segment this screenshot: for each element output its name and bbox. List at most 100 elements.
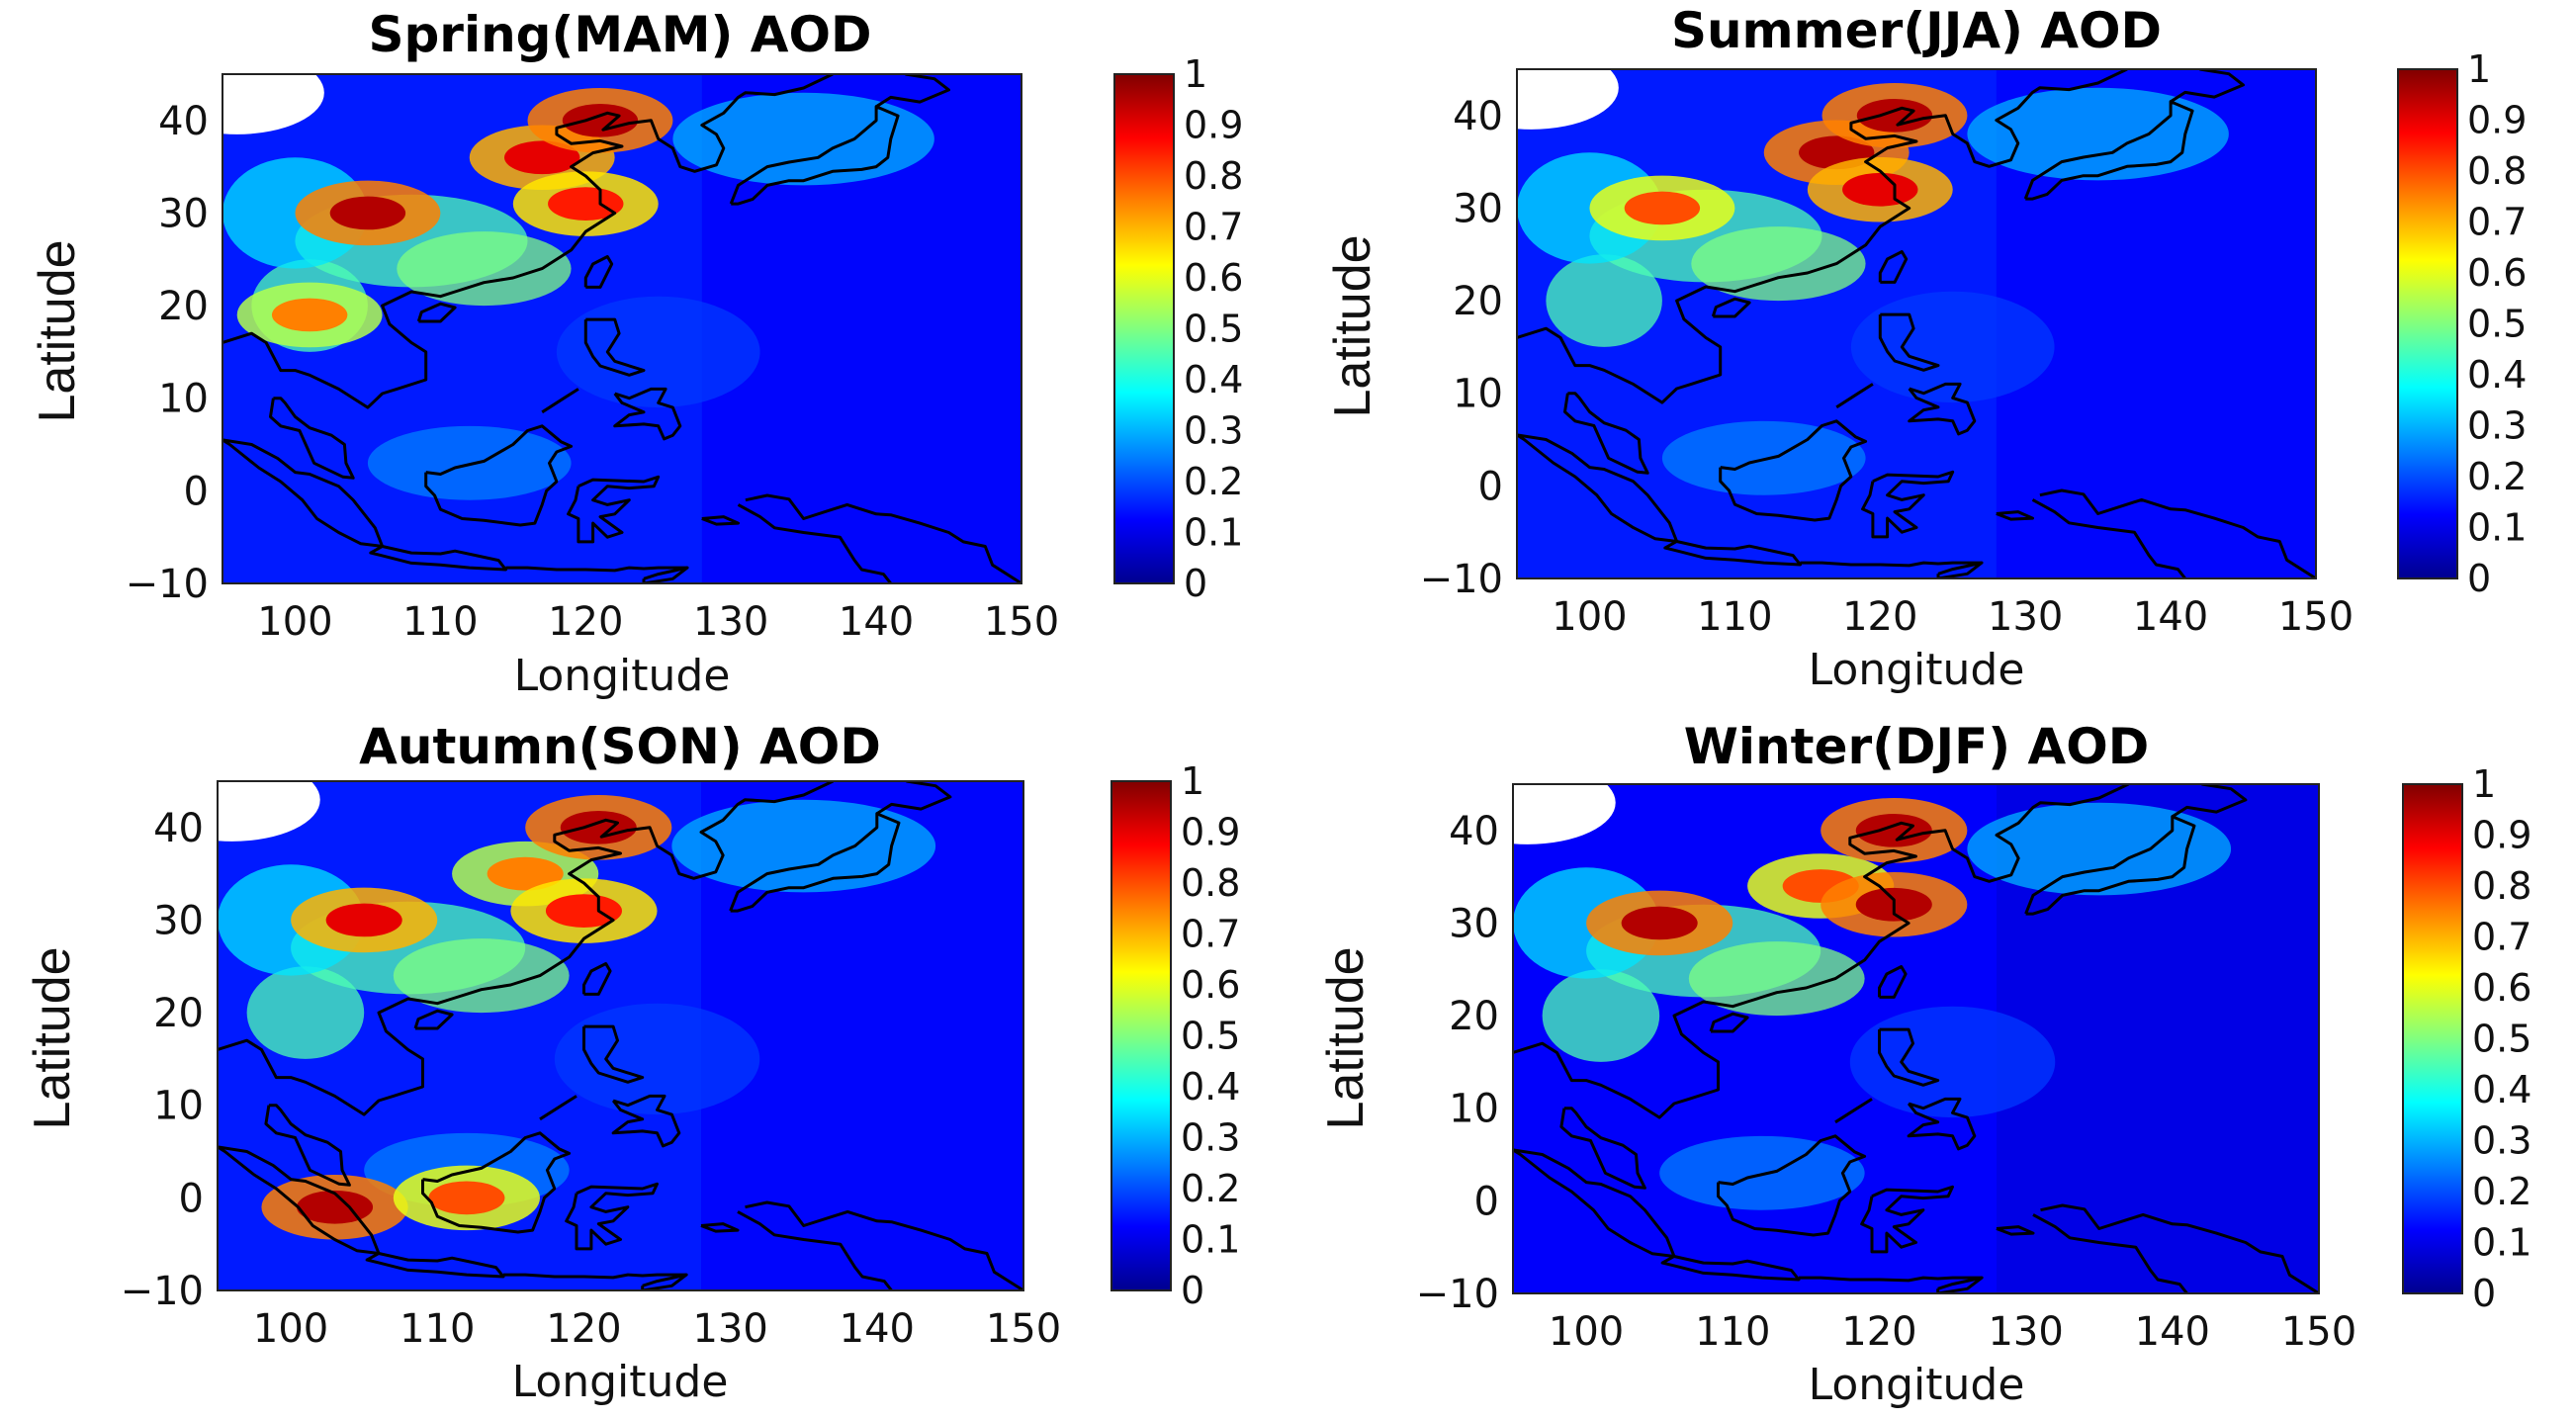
y-tick-label: −10 bbox=[1416, 1272, 1499, 1317]
aod-hotspot bbox=[1856, 98, 1933, 133]
x-tick-label: 140 bbox=[840, 1306, 915, 1352]
aod-hotspot bbox=[548, 187, 624, 221]
x-tick-label: 150 bbox=[986, 1306, 1061, 1352]
coastline bbox=[567, 475, 661, 544]
coastline bbox=[583, 317, 646, 377]
x-tick-label: 130 bbox=[692, 1306, 767, 1352]
coastline bbox=[582, 1024, 645, 1084]
y-tick-label: −10 bbox=[126, 562, 209, 607]
coastline bbox=[582, 962, 612, 996]
x-tick-label: 120 bbox=[1842, 594, 1917, 640]
coastline bbox=[2171, 784, 2248, 819]
coastline bbox=[365, 1252, 505, 1279]
y-tick-label: 40 bbox=[1453, 94, 1503, 139]
aod-hotspot bbox=[545, 894, 622, 928]
colorbar-tick-label: 1 bbox=[2472, 762, 2496, 806]
colorbar-tick-label: 1 bbox=[1184, 52, 1207, 96]
coastline bbox=[611, 1094, 681, 1148]
aod-region bbox=[672, 92, 934, 186]
colorbar-tick-label: 0.7 bbox=[2467, 201, 2527, 244]
y-tick-label: 10 bbox=[1449, 1087, 1499, 1132]
coastline bbox=[1996, 1225, 2035, 1236]
aod-hotspot bbox=[271, 298, 348, 332]
coastline bbox=[737, 503, 892, 583]
x-tick-label: 140 bbox=[2135, 1309, 2210, 1355]
colorbar-tick-label: 0.6 bbox=[1181, 963, 1240, 1007]
coastline bbox=[2024, 815, 2196, 916]
x-tick-label: 150 bbox=[2278, 594, 2354, 640]
y-tick-labels: −10 0 10 20 30 40 bbox=[121, 806, 204, 1314]
coastline bbox=[1709, 1012, 1749, 1033]
coastline bbox=[424, 424, 574, 527]
coastline bbox=[1513, 784, 2130, 1119]
colorbar-tick-label: 0 bbox=[2472, 1272, 2496, 1315]
y-tick-label: 0 bbox=[184, 469, 209, 514]
y-tick-label: 20 bbox=[1453, 279, 1503, 324]
colorbar-tick-label: 0.9 bbox=[1184, 104, 1243, 147]
x-tick-label: 130 bbox=[693, 599, 768, 645]
coastline bbox=[700, 1222, 740, 1233]
panel-winter: Winter(DJF) AOD 100 110 120 130 140 150 −1001… bbox=[1317, 718, 2532, 1410]
coastline bbox=[541, 388, 579, 414]
coastline bbox=[875, 781, 952, 816]
coastline bbox=[539, 1095, 577, 1121]
aod-region bbox=[1967, 802, 2232, 896]
coastline bbox=[1878, 250, 1909, 284]
coastline bbox=[1996, 510, 2034, 521]
plot-frame bbox=[217, 780, 1024, 1291]
colorbar-tick-label: 0.7 bbox=[1184, 206, 1243, 249]
y-tick-label: 20 bbox=[153, 991, 204, 1036]
colorbar-tick-label: 0.2 bbox=[2472, 1170, 2532, 1213]
coastline bbox=[745, 1200, 1023, 1290]
coastline bbox=[1834, 1098, 1873, 1124]
x-tick-label: 100 bbox=[1549, 1309, 1624, 1355]
coastline bbox=[218, 781, 835, 1116]
x-tick-label: 150 bbox=[984, 599, 1059, 645]
aod-hotspot bbox=[562, 103, 639, 137]
aod-region bbox=[556, 296, 760, 408]
colorbar-tick-label: 0.8 bbox=[1181, 861, 1240, 905]
coastline bbox=[701, 515, 740, 526]
colorbar-tick-labels: 0 0.1 0.2 0.3 0.4 0.5 0.6 0.7 0.8 0.9 1 bbox=[2472, 762, 2532, 1315]
colorbar-tick-label: 0.1 bbox=[2472, 1221, 2532, 1265]
colorbar-tick-label: 0.9 bbox=[1181, 811, 1240, 854]
x-tick-label: 130 bbox=[1988, 1309, 2063, 1355]
aod-hotspot bbox=[428, 1181, 505, 1215]
colorbar-tick-label: 0.6 bbox=[2467, 251, 2527, 295]
colorbar-tick-label: 0 bbox=[2467, 557, 2491, 600]
coastline bbox=[416, 302, 457, 323]
y-tick-label: 0 bbox=[179, 1176, 204, 1221]
y-tick-label: 30 bbox=[1453, 186, 1503, 231]
aod-region bbox=[1546, 254, 1662, 347]
coastline bbox=[1563, 392, 1649, 475]
coastline bbox=[1517, 69, 2128, 404]
y-tick-label: 10 bbox=[158, 377, 209, 422]
coastline bbox=[269, 397, 355, 480]
aod-hotspot bbox=[325, 903, 402, 937]
aod-region bbox=[671, 799, 936, 893]
no-data-region bbox=[1517, 69, 1619, 130]
panel-autumn: Autumn(SON) AOD 100 110 120 130 140 150 −1001… bbox=[24, 718, 1240, 1407]
y-tick-label: 30 bbox=[153, 898, 204, 943]
x-tick-label: 110 bbox=[1695, 1309, 1770, 1355]
x-tick-label: 100 bbox=[257, 599, 332, 645]
x-tick-label: 140 bbox=[2133, 594, 2208, 640]
colorbar-tick-labels: 0 0.1 0.2 0.3 0.4 0.5 0.6 0.7 0.8 0.9 1 bbox=[2467, 47, 2527, 600]
x-tick-label: 110 bbox=[400, 1306, 475, 1352]
coastline bbox=[1800, 561, 1983, 568]
coastline bbox=[875, 74, 950, 109]
coastline-layer bbox=[1517, 69, 2316, 578]
x-axis-label: Longitude bbox=[512, 1357, 729, 1407]
aod-hotspot bbox=[487, 856, 564, 891]
no-data-region bbox=[222, 74, 324, 134]
aod-hotspot bbox=[560, 810, 637, 844]
y-axis-label: Latitude bbox=[1317, 946, 1375, 1129]
coastline bbox=[1663, 540, 1802, 567]
aod-region bbox=[1850, 291, 2055, 403]
plot-frame bbox=[222, 73, 1022, 584]
colorbar-tick-label: 0.6 bbox=[1184, 256, 1243, 300]
colorbar-tick-label: 0.5 bbox=[1184, 308, 1243, 351]
aod-hotspot bbox=[329, 196, 406, 230]
coastline bbox=[613, 387, 682, 441]
coastline bbox=[1719, 419, 1868, 522]
